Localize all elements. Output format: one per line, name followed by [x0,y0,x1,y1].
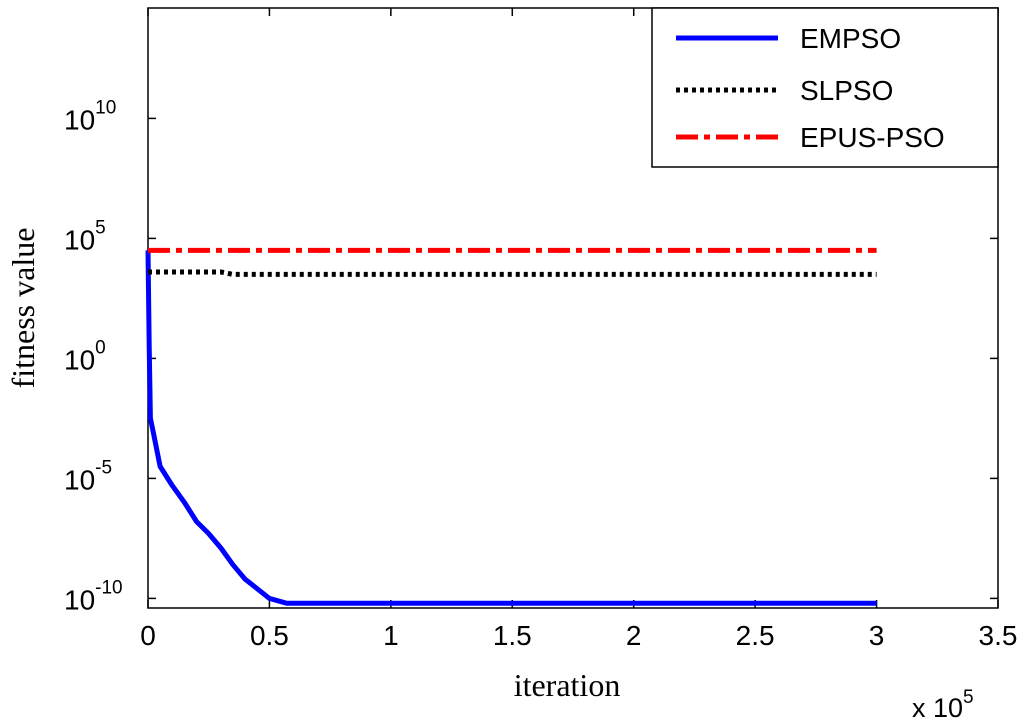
legend: EMPSO SLPSO EPUS-PSO [651,7,999,168]
x-tick-label: 3 [869,620,885,651]
x-tick-label: 2 [626,620,642,651]
legend-label-slpso: SLPSO [800,75,893,106]
y-tick-labels: 10-10 10-5 100 105 1010 [64,97,123,615]
x-tick-labels: 0 0.5 1 1.5 2 2.5 3 3.5 [140,620,1017,651]
series-lines [145,247,877,606]
y-axis-title: fitness value [5,228,41,389]
x-tick-label: 2.5 [736,620,775,651]
y-tick-label: 100 [64,337,106,375]
x-tick-label: 0.5 [250,620,289,651]
x-multiplier: x 105 [912,687,974,723]
series-line-empso [145,250,877,606]
x-tick-label: 1.5 [493,620,532,651]
y-tick-label: 10-5 [64,457,112,495]
y-tick-label: 105 [64,217,106,255]
legend-label-empso: EMPSO [800,23,901,54]
y-tick-label: 1010 [64,97,116,135]
x-tick-label: 3.5 [979,620,1018,651]
y-tick-label: 10-10 [64,577,123,615]
x-tick-label: 0 [140,620,156,651]
x-axis-title: iteration [514,667,621,703]
legend-label-epus-pso: EPUS-PSO [800,122,945,153]
x-tick-label: 1 [383,620,399,651]
